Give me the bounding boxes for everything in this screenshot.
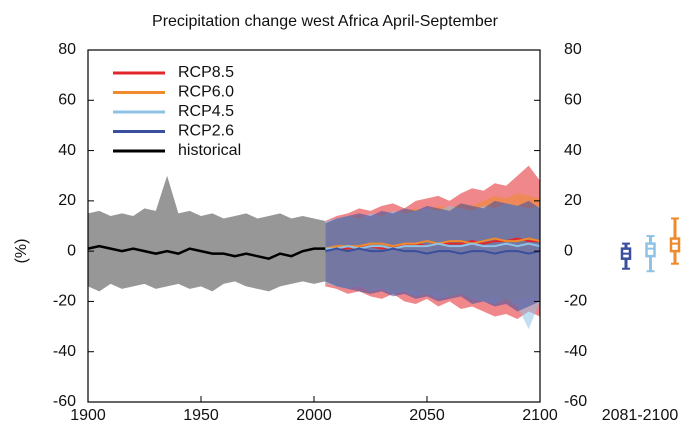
x-tick-label: 2050 — [409, 407, 445, 424]
y2-tick-label: -60 — [564, 393, 587, 410]
box-label: 2081-2100 — [602, 407, 679, 424]
legend-label: RCP4.5 — [178, 103, 234, 120]
x-tick-label: 2100 — [522, 407, 558, 424]
y-tick-label: 60 — [58, 92, 76, 109]
series-line — [87, 244, 326, 260]
y-tick-label: -40 — [53, 343, 76, 360]
box-body — [645, 242, 656, 258]
range-band — [88, 175, 326, 292]
y-axis-label: (%) — [13, 239, 30, 264]
y-tick-label: -20 — [53, 293, 76, 310]
y2-tick-label: 20 — [564, 192, 582, 209]
legend-label: RCP6.0 — [178, 84, 234, 101]
x-tick-label: 1950 — [183, 407, 219, 424]
y2-tick-label: 80 — [564, 41, 582, 58]
y2-tick-label: 60 — [564, 92, 582, 109]
y-tick-label: 80 — [58, 41, 76, 58]
y2-tick-label: -40 — [564, 343, 587, 360]
legend-label: RCP2.6 — [178, 123, 234, 140]
y2-tick-label: 40 — [564, 142, 582, 159]
legend-label: historical — [178, 142, 241, 159]
legend-label: RCP8.5 — [178, 64, 234, 81]
series-line — [325, 247, 541, 255]
series-line — [325, 237, 541, 250]
chart-title: Precipitation change west Africa April-S… — [152, 13, 499, 30]
y2-tick-label: -20 — [564, 293, 587, 310]
y-tick-label: 20 — [58, 192, 76, 209]
range-band — [325, 200, 540, 312]
y-tick-label: 40 — [58, 142, 76, 159]
box-body — [669, 237, 681, 253]
x-tick-label: 2000 — [296, 407, 332, 424]
x-tick-label: 1900 — [70, 407, 106, 424]
y2-tick-label: 0 — [564, 242, 573, 259]
y-tick-label: 0 — [67, 242, 76, 259]
y-tick-label: -60 — [53, 393, 76, 410]
